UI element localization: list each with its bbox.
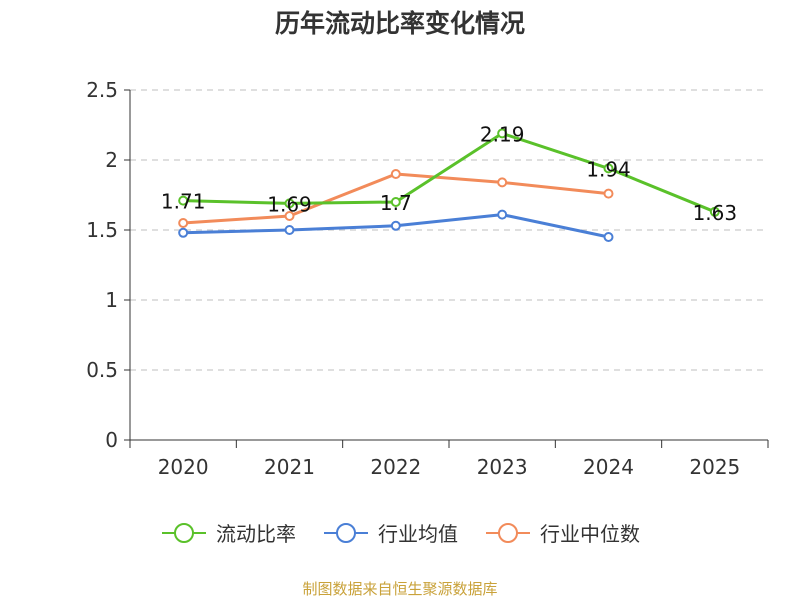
data-point	[603, 232, 614, 242]
source-note: 制图数据来自恒生聚源数据库	[302, 580, 498, 598]
y-tick-label: 2	[105, 148, 118, 172]
y-tick-label: 2.5	[86, 78, 118, 102]
x-tick-label: 2022	[370, 455, 421, 479]
x-tick-label: 2021	[264, 455, 315, 479]
data-label: 1.7	[380, 191, 412, 215]
data-point	[178, 218, 189, 228]
axis-layer: 0 0.5 1 1.5 2 2.5 2020 2021 2022 2023 2024 2025	[86, 78, 769, 479]
y-tick-label: 1.5	[86, 218, 118, 242]
series-layer	[178, 128, 720, 242]
data-point	[497, 128, 508, 139]
data-point	[284, 198, 295, 209]
x-tick-label: 2024	[583, 455, 634, 479]
legend-swatch-icon	[324, 522, 368, 543]
data-label: 1.94	[586, 157, 631, 181]
legend-label: 行业均值	[378, 522, 458, 546]
data-point	[284, 225, 295, 235]
x-tick-label: 2025	[689, 455, 740, 479]
data-label: 1.71	[161, 190, 206, 214]
data-point	[390, 169, 401, 179]
data-label: 1.63	[693, 201, 738, 225]
data-point	[603, 163, 614, 174]
data-label: 2.19	[480, 122, 525, 146]
data-label: 1.69	[267, 192, 312, 216]
grid-layer	[130, 89, 768, 371]
label-layer: 1.71 1.69 1.7 2.19 1.94 1.63	[161, 122, 737, 224]
y-tick-label: 0	[105, 428, 118, 452]
data-point	[178, 227, 189, 238]
legend-label: 流动比率	[216, 522, 296, 546]
y-tick-label: 1	[105, 288, 118, 312]
legend-swatch-icon	[162, 522, 206, 543]
data-point	[709, 206, 720, 217]
data-point	[497, 209, 508, 220]
data-point	[178, 195, 189, 206]
x-tick-label: 2023	[477, 455, 528, 479]
legend-item[interactable]: 行业中位数	[484, 518, 640, 547]
legend-label: 行业中位数	[540, 522, 640, 546]
data-point	[390, 220, 401, 231]
data-point	[390, 197, 401, 207]
data-point	[603, 188, 614, 199]
legend: 流动比率 行业均值 行业中位数	[0, 518, 800, 547]
legend-item[interactable]: 流动比率	[160, 518, 296, 547]
data-point	[284, 211, 295, 221]
y-tick-label: 0.5	[86, 358, 118, 382]
legend-item[interactable]: 行业均值	[322, 518, 458, 547]
chart-title: 历年流动比率变化情况	[274, 9, 525, 38]
data-point	[497, 177, 508, 188]
series-line	[183, 131, 716, 214]
x-tick-label: 2020	[158, 455, 209, 479]
legend-swatch-icon	[486, 522, 530, 543]
